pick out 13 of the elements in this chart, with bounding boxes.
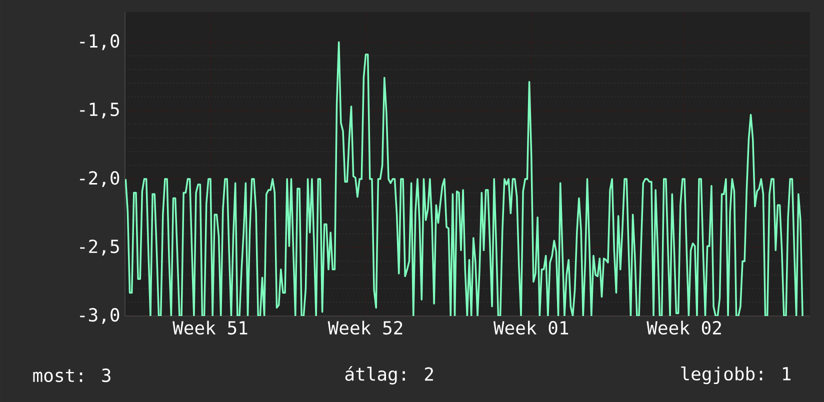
text: legjobb: 1	[681, 366, 790, 384]
text: átlag: 2	[345, 366, 433, 384]
y-tick-label: -2,0	[80, 171, 120, 187]
y-tick-label: -3,0	[80, 308, 120, 324]
line-series	[125, 41, 804, 316]
text: most: 3	[33, 368, 110, 382]
x-tick-label: Week 51	[172, 320, 248, 335]
x-tick-label: Week 52	[328, 320, 402, 335]
x-tick-label: Week 01	[493, 320, 568, 335]
y-tick-label: -1,0	[80, 34, 120, 50]
y-tick-label: -2,5	[80, 240, 119, 256]
y-tick-label: -1,5	[80, 102, 119, 118]
x-tick-label: Week 02	[646, 320, 721, 335]
